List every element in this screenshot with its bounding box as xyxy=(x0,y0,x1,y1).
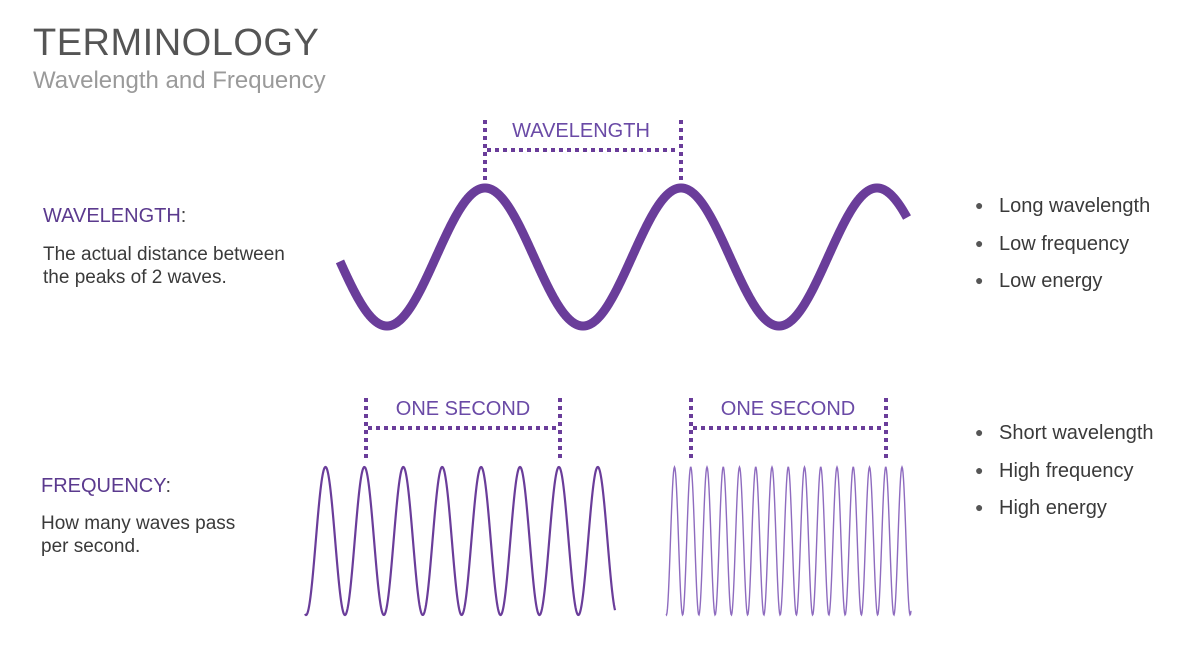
bullet-icon: ● xyxy=(975,234,984,251)
wavelength-description: The actual distance between the peaks of… xyxy=(43,243,285,289)
bullet-icon: ● xyxy=(975,424,984,440)
one-second-bracket-left xyxy=(364,398,562,462)
wavelength-term-colon: : xyxy=(180,205,187,227)
bullet-text: High frequency xyxy=(999,459,1134,482)
one-second-label-right: ONE SECOND xyxy=(721,398,855,420)
medium-frequency-wave xyxy=(304,465,617,617)
bullet-item: ● High energy xyxy=(975,497,1154,535)
bullet-text: Low energy xyxy=(999,270,1103,292)
wavelength-term-label: WAVELENGTH xyxy=(43,205,181,227)
bullet-item: ● Low energy xyxy=(975,270,1150,308)
bullet-icon: ● xyxy=(975,499,984,515)
bullet-text: High energy xyxy=(999,497,1107,519)
bullet-icon: ● xyxy=(975,272,984,288)
wavelength-description-line: the peaks of 2 waves. xyxy=(43,267,227,288)
frequency-term-colon: : xyxy=(165,475,172,497)
bullet-item: ● Long wavelength xyxy=(975,195,1150,233)
wavelength-bullets: ● Long wavelength ● Low frequency ● Low ene… xyxy=(975,195,1150,308)
one-second-label-left: ONE SECOND xyxy=(396,398,530,420)
bullet-text: Low frequency xyxy=(999,232,1130,255)
bullet-text: Short wavelength xyxy=(999,422,1154,444)
bullet-icon: ● xyxy=(975,197,984,213)
frequency-term: FREQUENCY: xyxy=(41,475,171,498)
wavelength-bracket xyxy=(483,120,683,182)
frequency-description-line: How many waves pass xyxy=(41,513,236,534)
frequency-term-label: FREQUENCY xyxy=(41,475,166,497)
high-frequency-wave xyxy=(665,464,912,617)
bullet-text: Long wavelength xyxy=(999,195,1151,217)
bullet-item: ● Short wavelength xyxy=(975,422,1154,460)
frequency-description-line: per second. xyxy=(41,536,141,557)
long-wavelength-wave xyxy=(335,183,911,331)
bullet-icon: ● xyxy=(975,461,984,478)
wavelength-term: WAVELENGTH: xyxy=(43,205,186,228)
bullet-item: ● Low frequency xyxy=(975,233,1150,271)
bullet-item: ● High frequency xyxy=(975,460,1154,498)
page-title: TERMINOLOGY xyxy=(33,22,320,64)
one-second-bracket-right xyxy=(689,398,888,462)
page-subtitle: Wavelength and Frequency xyxy=(33,67,326,94)
wavelength-description-line: The actual distance between xyxy=(43,244,285,265)
wavelength-measure-label: WAVELENGTH xyxy=(512,120,650,142)
frequency-description: How many waves pass per second. xyxy=(41,512,235,558)
frequency-bullets: ● Short wavelength ● High frequency ● High … xyxy=(975,422,1154,535)
